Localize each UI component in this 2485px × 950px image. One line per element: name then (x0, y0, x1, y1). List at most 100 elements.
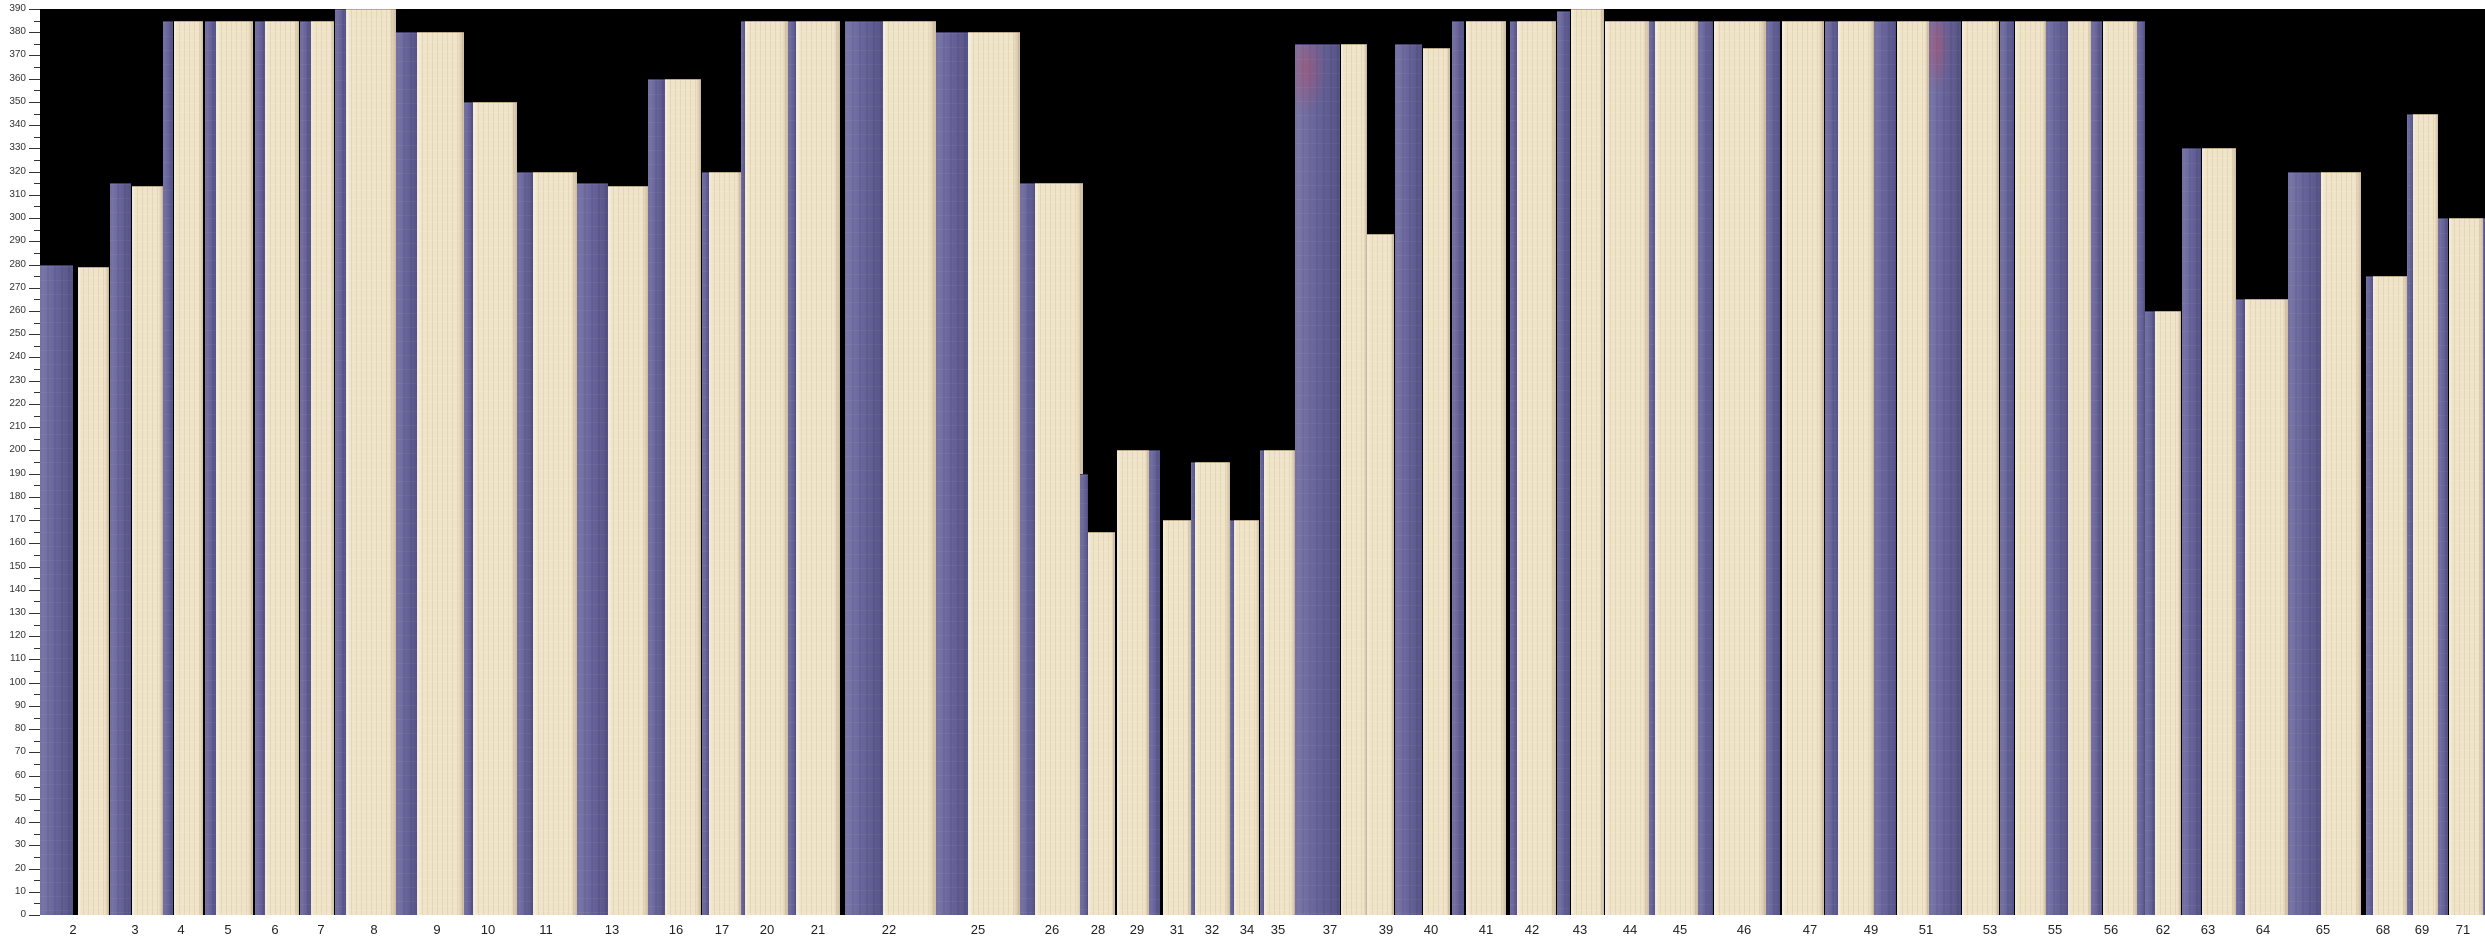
y-axis-tick-major (29, 752, 40, 754)
y-axis-tick-minor (34, 647, 40, 649)
y-axis-label: 120 (9, 630, 26, 642)
y-axis-tick-major (29, 636, 40, 638)
y-axis-tick-major (29, 218, 40, 220)
plank-bar-purple (2407, 114, 2413, 915)
x-axis-label: 65 (2315, 922, 2331, 937)
x-axis-label: 31 (1169, 922, 1185, 937)
x-axis-label: 56 (2103, 922, 2119, 937)
plank-bar-purple (1825, 21, 1838, 915)
y-axis-tick-major (29, 589, 40, 591)
x-axis-label: 42 (1524, 922, 1540, 937)
y-axis-label: 70 (14, 746, 26, 758)
x-axis-label: 4 (177, 922, 185, 937)
y-axis-tick-major (29, 78, 40, 80)
plank-bar-cream (2321, 172, 2361, 915)
y-axis-tick-minor (34, 833, 40, 835)
y-axis-tick-minor (34, 113, 40, 115)
y-axis-tick-minor (34, 369, 40, 371)
y-axis-label: 330 (9, 142, 26, 154)
y-axis-tick-minor (34, 694, 40, 696)
y-axis-tick-major (29, 473, 40, 475)
plank-bar-purple (40, 265, 73, 915)
y-axis-tick-minor (34, 880, 40, 882)
y-axis-label: 390 (9, 2, 26, 14)
plank-bar-purple (648, 79, 665, 915)
x-axis-label: 64 (2255, 922, 2271, 937)
plank-bar-purple (1295, 44, 1340, 915)
x-axis-label: 28 (1090, 922, 1106, 937)
y-axis-tick-minor (34, 276, 40, 278)
y-axis-tick-minor (34, 856, 40, 858)
plank-bar-purple (1766, 21, 1780, 915)
y-axis-tick-minor (34, 206, 40, 208)
y-axis-tick-major (29, 729, 40, 731)
plank-bar-cream (132, 186, 163, 915)
y-axis-tick-minor (34, 763, 40, 765)
y-axis-tick-major (29, 775, 40, 777)
x-axis-label: 47 (1802, 922, 1818, 937)
plank-bar-cream (1088, 532, 1115, 915)
plank-bar-purple (936, 32, 968, 915)
y-axis-tick-major (29, 427, 40, 429)
plank-bar-purple (110, 183, 131, 915)
plank-bar-purple (205, 21, 216, 915)
plank-bar-purple (396, 32, 417, 915)
y-axis-tick-minor (34, 903, 40, 905)
y-axis-tick-minor (34, 531, 40, 533)
plank-bar-cream (745, 21, 788, 915)
plank-bar-purple (2091, 21, 2102, 915)
x-axis-label: 25 (970, 922, 986, 937)
plank-bar-cream (473, 102, 517, 915)
y-axis-tick-minor (34, 159, 40, 161)
plank-bar-cream (883, 21, 936, 915)
y-axis-label: 210 (9, 421, 26, 433)
plank-bar-cream (796, 21, 840, 915)
y-axis-tick-major (29, 380, 40, 382)
y-axis-tick-major (29, 798, 40, 800)
plank-bar-cream (2449, 218, 2483, 915)
plank-bar-purple (255, 21, 265, 915)
y-axis-tick-minor (34, 810, 40, 812)
plank-bar-purple (1452, 21, 1464, 915)
y-axis-label: 140 (9, 583, 26, 595)
plank-bar-purple (2483, 218, 2485, 915)
y-axis-label: 110 (10, 653, 26, 665)
x-axis-label: 22 (881, 922, 897, 937)
plank-bar-purple (1260, 450, 1264, 915)
y-axis-label: 310 (9, 188, 26, 200)
y-axis-tick-minor (34, 136, 40, 138)
y-axis-tick-major (29, 357, 40, 359)
y-axis-tick-minor (34, 461, 40, 463)
plank-bar-cream (1466, 21, 1506, 915)
plank-bar-cream (709, 172, 741, 915)
plank-bar-purple (741, 21, 745, 915)
y-axis-tick-major (29, 55, 40, 57)
plank-bar-cream (2413, 114, 2438, 915)
plank-bar-purple (1929, 21, 1961, 915)
x-axis-label: 32 (1204, 922, 1220, 937)
y-axis-label: 250 (9, 328, 26, 340)
plank-bar-purple (1395, 44, 1422, 915)
plank-bar-cream (1341, 44, 1367, 915)
plank-bar-cream (2373, 276, 2407, 915)
plank-bar-purple (2145, 311, 2155, 915)
y-axis-label: 370 (9, 49, 26, 61)
y-axis-tick-minor (34, 20, 40, 22)
plank-bar-cream (2245, 299, 2288, 915)
plank-bar-purple (2046, 21, 2068, 915)
y-axis-tick-minor (34, 740, 40, 742)
plank-bar-purple (1557, 11, 1570, 915)
y-axis-label: 380 (9, 26, 26, 38)
plank-bar-purple (335, 9, 346, 915)
y-axis-label: 80 (14, 723, 26, 735)
y-axis-tick-minor (34, 345, 40, 347)
plank-bar-cream (1962, 21, 1999, 915)
y-axis-tick-minor (34, 67, 40, 69)
plank-bar-purple (1698, 21, 1713, 915)
y-axis-tick-major (29, 822, 40, 824)
y-axis-tick-minor (34, 322, 40, 324)
x-axis-label: 10 (480, 922, 496, 937)
y-axis-label: 30 (14, 839, 26, 851)
y-axis-label: 290 (9, 235, 26, 247)
y-axis-tick-major (29, 543, 40, 545)
